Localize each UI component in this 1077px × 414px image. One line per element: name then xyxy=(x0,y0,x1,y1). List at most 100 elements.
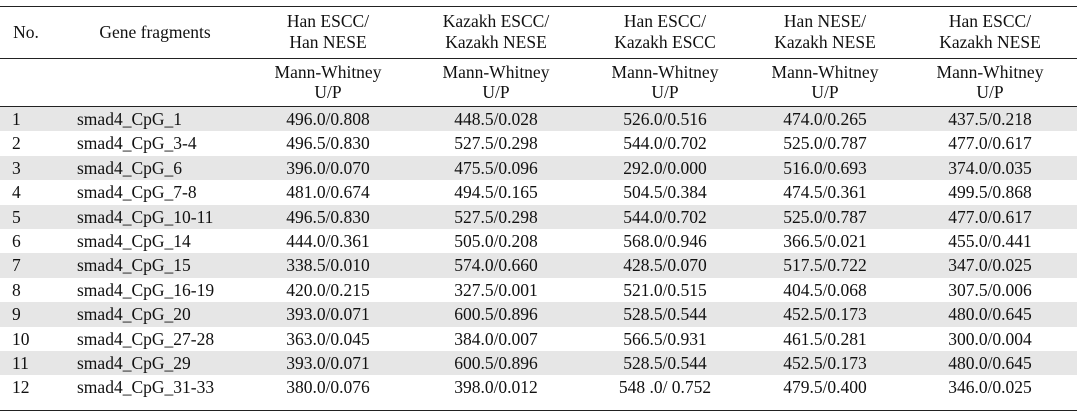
test-value-cell: 544.0/0.702 xyxy=(623,206,707,227)
test-value-cell: 477.0/0.617 xyxy=(948,133,1032,154)
test-value-cell: 393.0/0.071 xyxy=(286,353,370,373)
table-row: 3 smad4_CpG_6 396.0/0.070 475.5/0.096 292.0/… xyxy=(0,155,1077,181)
test-value-cell: 525.0/0.787 xyxy=(783,206,867,227)
header-comparison-line: Kazakh NESE xyxy=(445,32,547,52)
row-number: 9 xyxy=(12,304,21,325)
test-value-cell: 474.5/0.361 xyxy=(783,182,867,203)
test-value-cell: 544.0/0.702 xyxy=(623,133,707,154)
header-no: No. xyxy=(0,6,52,58)
table-row: 1 smad4_CpG_1 496.0/0.808 448.5/0.028 526.0/… xyxy=(0,107,1077,132)
test-value-cell: 437.5/0.218 xyxy=(948,109,1032,129)
row-number: 7 xyxy=(12,255,21,276)
test-value-cell: 420.0/0.215 xyxy=(286,279,370,300)
table-row: 10 smad4_CpG_27-28 363.0/0.045 384.0/0.007 5… xyxy=(0,327,1077,351)
header-comparison-line: Han NESE/ xyxy=(783,11,867,31)
test-value-cell: 474.0/0.265 xyxy=(783,109,867,129)
test-value-cell: 499.5/0.868 xyxy=(948,182,1032,203)
test-value-cell: 374.0/0.035 xyxy=(948,157,1032,178)
test-value-cell: 366.5/0.021 xyxy=(783,231,867,251)
test-value-cell: 566.5/0.931 xyxy=(623,328,707,349)
row-number: 10 xyxy=(12,328,30,349)
bottom-rule xyxy=(0,410,1077,411)
test-value-cell: 477.0/0.617 xyxy=(948,206,1032,227)
gene-fragment-name: smad4_CpG_6 xyxy=(77,157,182,178)
test-value-cell: 380.0/0.076 xyxy=(286,377,370,398)
row-number: 3 xyxy=(12,157,21,178)
test-value-cell: 327.5/0.001 xyxy=(454,279,538,300)
test-value-cell: 600.5/0.896 xyxy=(454,353,538,373)
test-value-cell: 568.0/0.946 xyxy=(623,231,707,251)
test-value-cell: 404.5/0.068 xyxy=(783,279,867,300)
row-number: 4 xyxy=(12,182,21,203)
header-comparison-line: Han ESCC/ xyxy=(623,11,707,31)
gene-fragment-name: smad4_CpG_1 xyxy=(77,109,182,129)
test-value-cell: 496.5/0.830 xyxy=(286,133,370,154)
test-value-cell: 448.5/0.028 xyxy=(454,109,538,129)
gene-fragment-name: smad4_CpG_15 xyxy=(77,255,191,276)
header-comparison-line: Han ESCC/ xyxy=(948,11,1032,31)
header-no-label: No. xyxy=(13,21,39,42)
test-value-cell: 548 .0/ 0.752 xyxy=(618,377,712,398)
test-value-cell: 461.5/0.281 xyxy=(783,328,867,349)
test-value-cell: 517.5/0.722 xyxy=(783,255,867,276)
header-comparison-line: Kazakh ESCC xyxy=(614,32,716,52)
test-value-cell: 496.0/0.808 xyxy=(286,109,370,129)
subheader-test-3: Mann-Whitney U/P xyxy=(585,60,745,104)
test-value-cell: 452.5/0.173 xyxy=(783,353,867,373)
top-rule xyxy=(0,6,1077,7)
gene-fragment-name: smad4_CpG_10-11 xyxy=(77,206,214,227)
table-row: 4 smad4_CpG_7-8 481.0/0.674 494.5/0.165 504.… xyxy=(0,180,1077,204)
test-value-cell: 300.0/0.004 xyxy=(948,328,1032,349)
test-value-cell: 475.5/0.096 xyxy=(454,157,538,178)
header-comparison-line: Han NESE xyxy=(289,32,367,52)
table-row: 8 smad4_CpG_16-19 420.0/0.215 327.5/0.001 52… xyxy=(0,278,1077,302)
header-comparison-line: Kazakh NESE xyxy=(774,32,876,52)
header-comparison-4: Han NESE/Kazakh NESE xyxy=(745,6,905,58)
gene-fragment-name: smad4_CpG_29 xyxy=(77,353,191,373)
test-value-cell: 527.5/0.298 xyxy=(454,206,538,227)
header-gene-fragments: Gene fragments xyxy=(60,6,250,58)
table-row: 7 smad4_CpG_15 338.5/0.010 574.0/0.660 428.5… xyxy=(0,253,1077,278)
subheader-test-5: Mann-Whitney U/P xyxy=(910,60,1070,104)
test-value-cell: 393.0/0.071 xyxy=(286,304,370,325)
test-value-cell: 494.5/0.165 xyxy=(454,182,538,203)
test-value-cell: 521.0/0.515 xyxy=(623,279,707,300)
table-row: 2 smad4_CpG_3-4 496.5/0.830 527.5/0.298 544.… xyxy=(0,131,1077,155)
test-value-cell: 528.5/0.544 xyxy=(623,304,707,325)
table-row: 6 smad4_CpG_14 444.0/0.361 505.0/0.208 568.0… xyxy=(0,229,1077,253)
test-value-cell: 428.5/0.070 xyxy=(623,255,707,276)
header-gene-label: Gene fragments xyxy=(99,21,211,42)
test-value-cell: 526.0/0.516 xyxy=(623,109,707,129)
subheader-rule xyxy=(0,106,1077,107)
subheader-line: Mann-Whitney xyxy=(274,62,382,82)
test-value-cell: 292.0/0.000 xyxy=(623,157,707,178)
gene-fragment-name: smad4_CpG_27-28 xyxy=(77,328,215,349)
row-number: 6 xyxy=(12,231,21,251)
test-value-cell: 452.5/0.173 xyxy=(783,304,867,325)
header-comparison-3: Han ESCC/Kazakh ESCC xyxy=(585,6,745,58)
test-value-cell: 600.5/0.896 xyxy=(454,304,538,325)
table-row: 5 smad4_CpG_10-11 496.5/0.830 527.5/0.298 54… xyxy=(0,204,1077,229)
subheader-line: U/P xyxy=(811,82,839,102)
header-comparison-2: Kazakh ESCC/Kazakh NESE xyxy=(416,6,576,58)
header-comparison-5: Han ESCC/Kazakh NESE xyxy=(910,6,1070,58)
subheader-test-4: Mann-Whitney U/P xyxy=(745,60,905,104)
test-value-cell: 574.0/0.660 xyxy=(454,255,538,276)
test-value-cell: 527.5/0.298 xyxy=(454,133,538,154)
test-value-cell: 480.0/0.645 xyxy=(948,353,1032,373)
test-value-cell: 505.0/0.208 xyxy=(454,231,538,251)
row-number: 8 xyxy=(12,279,21,300)
test-value-cell: 346.0/0.025 xyxy=(948,377,1032,398)
subheader-line: Mann-Whitney xyxy=(936,62,1044,82)
header-comparison-line: Kazakh ESCC/ xyxy=(442,11,550,31)
subheader-line: U/P xyxy=(314,82,342,102)
test-value-cell: 528.5/0.544 xyxy=(623,353,707,373)
test-value-cell: 525.0/0.787 xyxy=(783,133,867,154)
test-value-cell: 496.5/0.830 xyxy=(286,206,370,227)
table-row: 11 smad4_CpG_29 393.0/0.071 600.5/0.896 528.… xyxy=(0,351,1077,376)
test-value-cell: 347.0/0.025 xyxy=(948,255,1032,276)
header-comparison-1: Han ESCC/Han NESE xyxy=(248,6,408,58)
subheader-test-2: Mann-Whitney U/P xyxy=(416,60,576,104)
subheader-line: U/P xyxy=(976,82,1004,102)
row-number: 1 xyxy=(12,109,21,129)
